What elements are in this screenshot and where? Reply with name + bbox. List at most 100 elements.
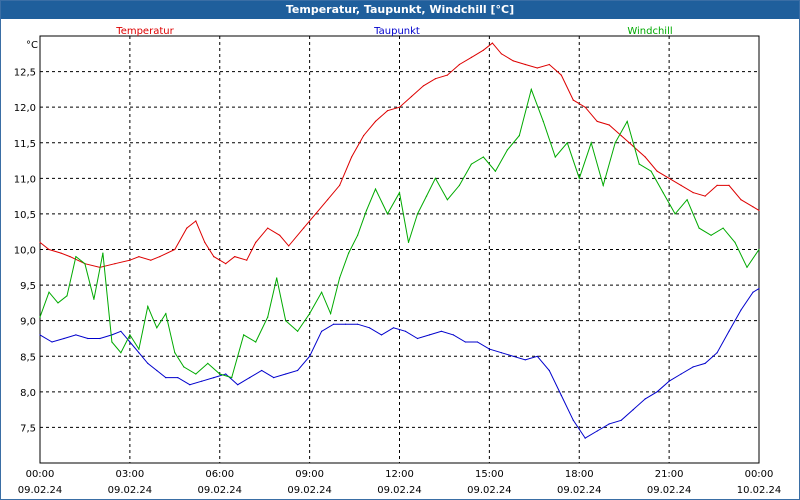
data-point <box>219 373 221 375</box>
x-tick-time: 21:00 <box>655 469 684 480</box>
data-point <box>261 369 263 372</box>
data-point <box>458 63 460 66</box>
data-point <box>704 195 706 197</box>
data-point <box>368 327 371 329</box>
x-tick-time: 00:00 <box>26 469 55 480</box>
x-tick-date: 09.02.24 <box>557 485 602 496</box>
data-point <box>57 302 59 304</box>
data-point <box>674 213 676 215</box>
data-point <box>297 369 299 372</box>
data-point <box>156 327 158 329</box>
series-line-temperatur <box>39 42 760 268</box>
data-point <box>656 170 658 172</box>
data-point <box>476 341 478 343</box>
data-point <box>686 199 688 201</box>
legend-windchill: Windchill <box>627 26 672 37</box>
data-point <box>506 149 508 151</box>
data-point <box>99 337 101 340</box>
data-point <box>500 53 502 55</box>
data-point <box>114 263 116 265</box>
data-point <box>183 366 185 368</box>
data-point <box>39 241 41 243</box>
data-point <box>189 384 191 386</box>
data-point <box>374 188 377 190</box>
x-tick-time: 06:00 <box>205 469 234 480</box>
data-point <box>102 252 104 254</box>
data-point <box>386 213 389 215</box>
data-point <box>560 74 562 76</box>
series-windchill <box>39 87 760 379</box>
data-point <box>213 256 215 258</box>
x-tick-time: 00:00 <box>745 469 774 480</box>
data-point <box>728 184 730 186</box>
data-point <box>267 316 269 318</box>
data-point <box>321 291 323 293</box>
data-point <box>243 334 245 336</box>
data-point <box>150 259 152 261</box>
legend-taupunkt: Taupunkt <box>373 26 420 37</box>
y-tick-label: 9,0 <box>20 317 36 328</box>
data-point <box>120 330 122 332</box>
data-point <box>93 298 95 300</box>
data-point <box>758 288 760 290</box>
data-point <box>452 334 454 336</box>
data-point <box>138 348 140 350</box>
data-point <box>365 209 368 211</box>
data-point <box>60 252 62 254</box>
y-tick-label: 10,5 <box>14 210 36 221</box>
data-point <box>386 110 389 112</box>
data-point <box>339 184 341 186</box>
data-point <box>357 323 359 325</box>
data-point <box>416 213 419 215</box>
data-point <box>590 142 592 144</box>
x-tick-date: 10.02.24 <box>737 485 782 496</box>
data-point <box>758 209 760 211</box>
data-point <box>512 60 514 62</box>
data-point <box>285 373 287 375</box>
data-point <box>662 192 664 194</box>
data-point <box>620 135 622 137</box>
data-point <box>363 135 365 137</box>
data-point <box>572 99 574 101</box>
data-point <box>410 95 413 98</box>
data-point <box>39 334 41 336</box>
data-point <box>710 234 712 236</box>
data-point <box>75 256 77 258</box>
data-point <box>255 341 257 343</box>
data-point <box>716 352 718 354</box>
data-point <box>147 362 149 364</box>
y-tick-label: 9,5 <box>20 281 36 292</box>
data-point <box>407 241 410 243</box>
data-point <box>554 156 556 158</box>
data-point <box>174 248 176 251</box>
y-tick-label: 12,0 <box>14 103 36 114</box>
series-line-windchill <box>39 87 760 379</box>
data-point <box>482 156 484 158</box>
data-point <box>69 256 71 258</box>
data-point <box>380 334 383 336</box>
data-point <box>656 391 658 393</box>
data-point <box>728 330 730 332</box>
data-point <box>668 380 670 382</box>
data-point <box>632 409 634 411</box>
data-point <box>156 369 158 372</box>
data-point <box>491 42 493 44</box>
data-point <box>548 63 550 66</box>
x-axis-ticks: 00:00 09.02.24 03:00 09.02.24 06:00 09.02.24 0… <box>18 469 782 496</box>
data-point <box>195 373 197 375</box>
data-point <box>650 170 652 172</box>
data-point <box>321 330 323 332</box>
window-title: Temperatur, Taupunkt, Windchill [°C] <box>1 1 799 19</box>
data-point <box>39 316 41 318</box>
data-point <box>722 227 724 229</box>
y-tick-label: 8,5 <box>20 352 36 363</box>
data-point <box>704 362 706 364</box>
data-point <box>174 352 176 354</box>
data-point <box>195 220 197 222</box>
x-tick-time: 15:00 <box>475 469 504 480</box>
data-point <box>129 259 131 261</box>
data-point <box>758 248 760 251</box>
data-point <box>602 184 604 186</box>
x-tick-date: 09.02.24 <box>108 485 153 496</box>
y-tick-label: 10,0 <box>14 246 36 257</box>
